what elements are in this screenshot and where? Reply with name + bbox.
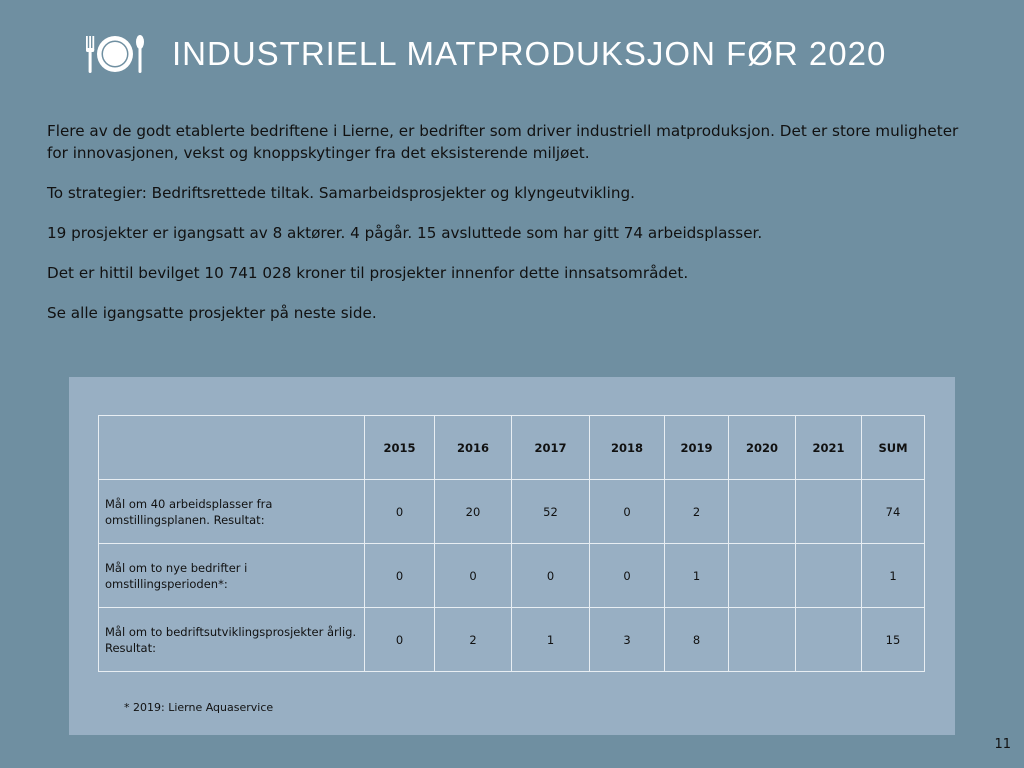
page-number: 11	[994, 737, 1011, 752]
table-header: 2018	[589, 415, 665, 480]
table-cell: 0	[364, 607, 435, 672]
row-label: Mål om to bedriftsutviklingsprosjekter å…	[98, 607, 365, 672]
table-header: SUM	[861, 415, 925, 480]
table-cell: 8	[664, 607, 729, 672]
footnote: * 2019: Lierne Aquaservice	[124, 701, 274, 714]
table-cell	[728, 607, 796, 672]
table-cell	[795, 607, 862, 672]
table-cell: 0	[589, 543, 665, 608]
table-header: 2020	[728, 415, 796, 480]
table-cell: 1	[861, 543, 925, 608]
table-cell: 0	[434, 543, 512, 608]
table-header: 2016	[434, 415, 512, 480]
row-label: Mål om 40 arbeidsplasser fra omstillings…	[98, 479, 365, 544]
table-cell	[728, 479, 796, 544]
table-cell: 0	[364, 479, 435, 544]
table-header-row: 2015 2016 2017 2018 2019 2020 2021 SUM	[98, 415, 925, 480]
table-cell: 0	[511, 543, 590, 608]
paragraph: 19 prosjekter er igangsatt av 8 aktører.…	[47, 224, 763, 242]
table-cell: 0	[589, 479, 665, 544]
plate-fork-knife-icon	[86, 35, 144, 73]
table-header: 2017	[511, 415, 590, 480]
table-row: Mål om 40 arbeidsplasser fra omstillings…	[98, 479, 925, 544]
header: INDUSTRIELL MATPRODUKSJON FØR 2020	[84, 30, 886, 78]
table-cell: 3	[589, 607, 665, 672]
paragraph: Flere av de godt etablerte bedriftene i …	[47, 122, 959, 162]
paragraph: To strategier: Bedriftsrettede tiltak. S…	[47, 184, 635, 202]
table-cell: 74	[861, 479, 925, 544]
body-text: Flere av de godt etablerte bedriftene i …	[47, 120, 977, 342]
page-title: INDUSTRIELL MATPRODUKSJON FØR 2020	[172, 35, 887, 72]
table-cell: 2	[434, 607, 512, 672]
table-row: Mål om to nye bedrifter i omstillingsper…	[98, 543, 925, 608]
table-cell: 52	[511, 479, 590, 544]
table-cell	[795, 543, 862, 608]
table-cell: 20	[434, 479, 512, 544]
table-cell: 2	[664, 479, 729, 544]
table-cell: 1	[664, 543, 729, 608]
table-cell: 15	[861, 607, 925, 672]
table-cell	[795, 479, 862, 544]
paragraph: Det er hittil bevilget 10 741 028 kroner…	[47, 264, 689, 282]
table-row: Mål om to bedriftsutviklingsprosjekter å…	[98, 607, 925, 672]
row-label: Mål om to nye bedrifter i omstillingsper…	[98, 543, 365, 608]
results-table: 2015 2016 2017 2018 2019 2020 2021 SUM M…	[98, 415, 925, 672]
table-cell: 0	[364, 543, 435, 608]
table-cell: 1	[511, 607, 590, 672]
table-header	[98, 415, 365, 480]
paragraph: Se alle igangsatte prosjekter på neste s…	[47, 304, 377, 322]
table-header: 2019	[664, 415, 729, 480]
table-header: 2015	[364, 415, 435, 480]
results-panel: 2015 2016 2017 2018 2019 2020 2021 SUM M…	[69, 377, 955, 735]
table-header: 2021	[795, 415, 862, 480]
table-cell	[728, 543, 796, 608]
